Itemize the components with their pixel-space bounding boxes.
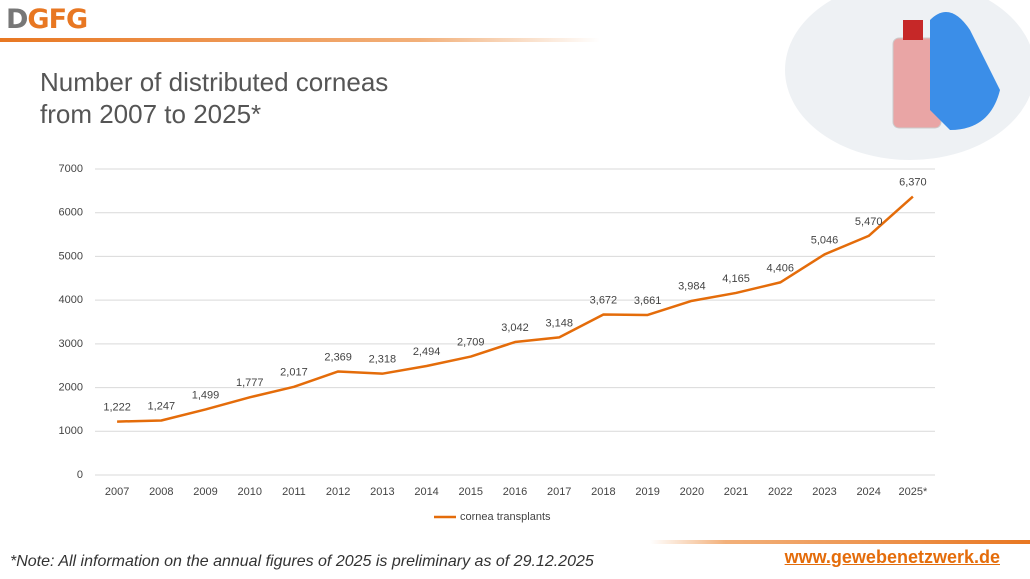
x-tick-label: 2009 — [193, 486, 217, 498]
data-label: 3,148 — [545, 317, 573, 329]
website-link[interactable]: www.gewebenetzwerk.de — [784, 547, 1000, 567]
x-tick-label: 2019 — [635, 486, 659, 498]
y-tick-label: 1000 — [59, 425, 83, 437]
y-tick-label: 3000 — [59, 338, 83, 350]
data-label: 4,406 — [766, 262, 794, 274]
data-label: 2,709 — [457, 336, 485, 348]
data-label: 5,470 — [855, 216, 883, 228]
x-tick-label: 2007 — [105, 486, 129, 498]
data-label: 1,247 — [148, 400, 176, 412]
footer-rule — [650, 540, 1030, 544]
header-rule — [0, 38, 600, 42]
data-label: 1,499 — [192, 389, 220, 401]
data-label: 4,165 — [722, 273, 750, 285]
x-tick-label: 2023 — [812, 486, 836, 498]
y-tick-label: 7000 — [59, 163, 83, 175]
data-label: 3,984 — [678, 281, 706, 293]
y-tick-label: 6000 — [59, 207, 83, 219]
data-label: 2,369 — [324, 351, 352, 363]
y-tick-label: 2000 — [59, 381, 83, 393]
data-label: 3,672 — [590, 294, 618, 306]
x-tick-label: 2013 — [370, 486, 394, 498]
x-tick-label: 2021 — [724, 486, 748, 498]
x-tick-label: 2011 — [282, 486, 306, 498]
x-tick-label: 2015 — [459, 486, 483, 498]
x-tick-label: 2024 — [856, 486, 880, 498]
x-tick-label: 2012 — [326, 486, 350, 498]
data-label: 1,777 — [236, 377, 264, 389]
x-tick-label: 2025* — [899, 486, 928, 498]
x-tick-label: 2016 — [503, 486, 527, 498]
data-line — [117, 195, 914, 423]
data-label: 2,494 — [413, 346, 441, 358]
data-label: 3,042 — [501, 322, 529, 334]
chart-title: Number of distributed corneas from 2007 … — [40, 67, 389, 129]
legend-label: cornea transplants — [460, 511, 551, 523]
logo: DGFG — [6, 4, 88, 35]
x-tick-label: 2017 — [547, 486, 571, 498]
data-label: 6,370 — [899, 176, 927, 188]
y-tick-label: 0 — [77, 469, 83, 481]
data-label: 5,046 — [811, 234, 839, 246]
data-label: 2,017 — [280, 367, 308, 379]
x-tick-label: 2010 — [237, 486, 261, 498]
x-tick-label: 2008 — [149, 486, 173, 498]
x-tick-label: 2022 — [768, 486, 792, 498]
y-tick-label: 4000 — [59, 294, 83, 306]
photo — [785, 0, 1030, 160]
x-tick-label: 2014 — [414, 486, 438, 498]
data-label: 1,222 — [103, 401, 131, 413]
x-tick-label: 2020 — [680, 486, 704, 498]
data-label: 2,318 — [369, 354, 397, 366]
y-tick-label: 5000 — [59, 250, 83, 262]
data-label: 3,661 — [634, 295, 662, 307]
footnote: *Note: All information on the annual fig… — [10, 553, 594, 570]
x-tick-label: 2018 — [591, 486, 615, 498]
